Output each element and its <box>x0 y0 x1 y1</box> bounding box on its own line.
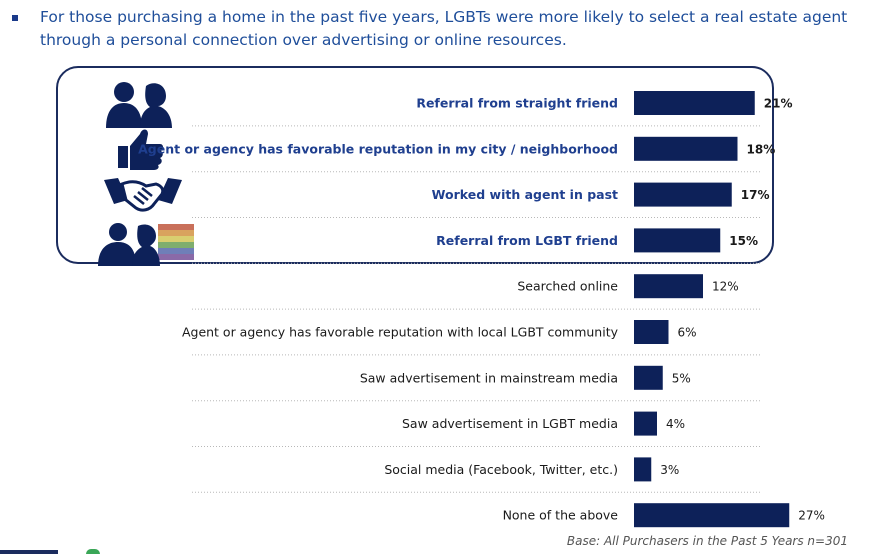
category-label: Referral from LGBT friend <box>436 233 618 248</box>
category-label: Agent or agency has favorable reputation… <box>182 325 619 340</box>
two-people-rainbow-flag-icon <box>94 222 196 270</box>
headline-block: For those purchasing a home in the past … <box>12 6 852 52</box>
headline: For those purchasing a home in the past … <box>40 8 848 49</box>
value-label: 3% <box>660 463 679 477</box>
two-people-icon <box>102 80 176 132</box>
handshake-icon <box>104 174 182 218</box>
bar <box>634 182 732 207</box>
bar <box>634 320 669 344</box>
bar <box>634 503 790 528</box>
bar <box>634 136 738 161</box>
bar <box>634 411 657 436</box>
footer-logo-fragment <box>86 549 100 554</box>
bar <box>634 228 721 253</box>
value-label: 5% <box>672 371 691 385</box>
bullet-icon <box>12 15 18 21</box>
value-label: 15% <box>729 234 758 248</box>
footer-strip <box>0 550 58 554</box>
category-label: Searched online <box>517 279 618 294</box>
value-label: 17% <box>741 188 770 202</box>
category-label: Agent or agency has favorable reputation… <box>138 141 618 156</box>
value-label: 21% <box>764 97 793 111</box>
category-label: Worked with agent in past <box>432 187 618 202</box>
category-label: Saw advertisement in LGBT media <box>402 416 618 431</box>
category-label: Saw advertisement in mainstream media <box>360 370 618 385</box>
category-label: None of the above <box>503 508 619 523</box>
value-label: 6% <box>678 326 697 340</box>
bar <box>634 365 663 390</box>
category-label: Referral from straight friend <box>416 96 618 111</box>
value-label: 4% <box>666 417 685 431</box>
value-label: 27% <box>798 509 825 523</box>
bar <box>634 274 703 299</box>
thumbs-up-icon <box>116 126 164 174</box>
bar <box>634 457 652 482</box>
category-label: Social media (Facebook, Twitter, etc.) <box>384 462 618 477</box>
bar <box>634 91 755 115</box>
base-note: Base: All Purchasers in the Past 5 Years… <box>566 534 848 548</box>
value-label: 18% <box>747 142 776 156</box>
value-label: 12% <box>712 280 739 294</box>
